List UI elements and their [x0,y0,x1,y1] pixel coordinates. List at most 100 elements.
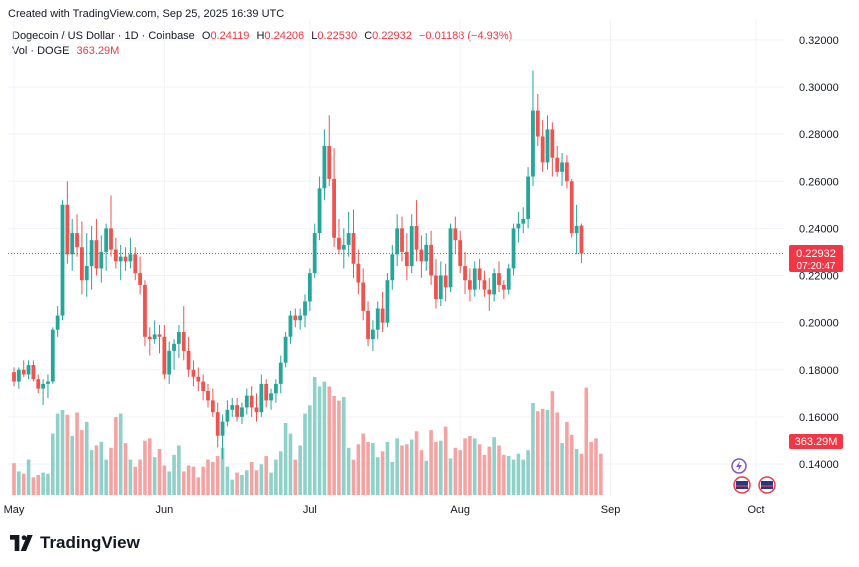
volume-bar [245,470,249,495]
symbol-title[interactable]: Dogecoin / US Dollar · 1D · Coinbase [12,30,195,42]
candle-body [540,136,545,163]
time-axis[interactable]: May Jun Jul Aug Sep Oct [4,504,765,516]
candle-body [380,308,385,323]
volume-bar [414,431,419,495]
candle-body [113,249,118,262]
candle [497,261,501,292]
candle-body [94,240,99,269]
tradingview-logo-icon [10,535,33,551]
candle [41,379,45,406]
candle [400,216,404,262]
volume-bar [472,438,477,495]
close-value: 0.22932 [372,30,412,42]
volume-bar [380,451,385,495]
candle-body [453,228,458,241]
candle [201,374,206,401]
candle-body [497,273,501,285]
candle [70,218,75,271]
candle [409,214,414,274]
volume-bar [162,465,167,495]
candle [453,216,458,255]
volume-bar [502,454,506,495]
volume-bar [322,381,327,495]
volume-label[interactable]: Vol · DOGE [12,45,70,57]
candle-body [545,129,550,163]
volume-bar [409,439,414,495]
volume-bar [99,441,104,495]
candle-body [472,268,477,290]
x-tick-label: Oct [747,504,764,516]
volume-bar [206,459,210,495]
candle [375,301,380,340]
candle-body [351,233,356,264]
y-tick-label: 0.26000 [799,176,839,188]
candle [366,301,370,347]
volume-bar [196,477,201,495]
candle [293,308,298,328]
volume-bar [497,445,501,495]
candle-body [181,332,186,351]
x-tick-label: Jul [303,504,317,516]
candle-body [516,223,521,229]
candle [579,223,584,264]
x-tick-label: Jun [155,504,173,516]
candle-body [560,162,564,172]
candle [385,273,390,328]
volume-bar [211,461,215,495]
candle-body [438,275,443,300]
volume-bar [536,411,540,495]
candle [424,233,429,271]
volume-bar [584,387,589,495]
candle-body [80,247,84,281]
volume-bar [468,436,472,495]
candle [89,226,94,290]
candle [21,360,26,377]
candle-body [225,409,230,422]
change-value: −0.01188 (−4.93%) [418,30,513,42]
candle [274,379,278,403]
volume-bar [516,453,521,495]
candle-body [409,226,414,267]
y-tick-label: 0.24000 [799,223,839,235]
candle [535,94,540,146]
candle [249,386,254,417]
candle-body [55,315,60,330]
candle [501,280,506,300]
tradingview-brand[interactable]: TradingView [10,533,140,553]
volume-bar [303,413,307,495]
volume-value: 363.29M [76,45,120,57]
high-value: 0.24206 [264,30,305,42]
candle [113,237,118,269]
candle-body [157,334,162,337]
volume-bar [477,444,482,495]
volume-bar [395,438,399,495]
volume-bar [94,445,99,495]
volume-bar [148,438,152,495]
candle-body [574,226,579,234]
candle [12,367,16,387]
volume-bar [201,466,205,495]
y-tick-label: 0.28000 [799,129,839,141]
candle [550,122,555,177]
volume-bar [31,477,36,495]
event-markers[interactable] [731,458,776,494]
price-axis[interactable]: 0.14000 0.16000 0.18000 0.20000 0.22000 0.240… [799,35,839,471]
volume-legend: Vol · DOGE 363.29M [12,45,119,57]
candle [312,223,317,278]
volume-bar [84,421,89,495]
volume-tag [789,434,843,449]
candle-body [477,268,482,281]
candle-body [240,407,244,417]
candle-body [12,372,16,382]
candle [351,209,356,278]
candle-body [555,157,560,172]
candle [264,379,269,408]
candle [191,360,196,387]
candle [511,223,516,276]
candle [390,244,395,290]
candle [104,223,109,271]
volume-bar [172,454,176,495]
candle [337,218,341,255]
candle-body [390,254,395,281]
